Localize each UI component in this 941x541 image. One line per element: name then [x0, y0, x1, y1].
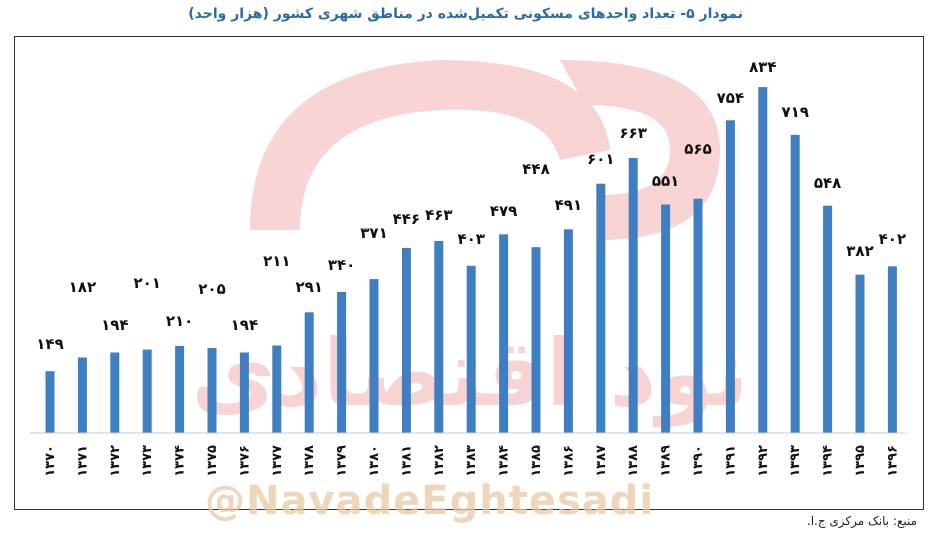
data-label-3: ۲۰۱	[133, 274, 160, 292]
bar-17	[596, 183, 606, 433]
data-label-23: ۷۱۹	[781, 103, 808, 121]
bar-14	[499, 234, 509, 433]
data-label-8: ۲۹۱	[295, 278, 322, 296]
data-label-17: ۶۰۱	[587, 150, 614, 168]
bar-19	[661, 204, 671, 433]
data-label-26: ۴۰۲	[879, 230, 906, 248]
data-label-5: ۲۰۵	[198, 280, 225, 298]
x-tick-label-21: ۱۳۹۱	[723, 445, 738, 477]
bar-8	[304, 312, 314, 433]
x-tick-label-26: ۱۳۹۶	[885, 445, 900, 477]
chart-title: نمودار ۵- تعداد واحدهای مسکونی تکمیل‌شده…	[188, 6, 743, 22]
x-tick-label-25: ۱۳۹۵	[853, 445, 868, 477]
bar-11	[401, 248, 411, 433]
bar-26	[887, 266, 897, 433]
tick-labels-group: ۱۳۷۰ ۱۳۷۱ ۱۳۷۲ ۱۳۷۳ ۱۳۷۴ ۱۳۷۵ ۱۳۷۶ ۱۳۷۷ ۱۳۷۸ ۱۳۷۹…	[43, 445, 900, 477]
data-label-11: ۴۴۶	[393, 210, 420, 228]
data-label-13: ۴۰۳	[457, 230, 484, 248]
data-label-2: ۱۹۴	[101, 316, 128, 334]
data-label-20: ۵۶۵	[684, 140, 711, 158]
bar-20	[693, 198, 703, 433]
x-tick-label-12: ۱۳۸۲	[432, 445, 447, 477]
data-label-1: ۱۸۲	[69, 278, 96, 296]
data-label-25: ۳۸۲	[846, 242, 873, 260]
bar-21	[725, 120, 735, 434]
x-tick-label-18: ۱۳۸۸	[626, 445, 641, 477]
bar-0	[45, 371, 55, 433]
data-labels-group: ۱۴۹ ۱۸۲ ۱۹۴ ۲۰۱ ۲۱۰ ۲۰۵ ۱۹۴ ۲۱۱ ۲۹۱ ۳۴۰ ۳۷۱ ۴۴۶ ۴۶۳ ۴…	[36, 58, 906, 353]
x-tick-label-19: ۱۳۸۹	[659, 445, 674, 477]
bar-15	[531, 247, 541, 433]
data-label-22: ۸۳۴	[749, 58, 776, 76]
data-label-7: ۲۱۱	[263, 252, 290, 270]
bar-9	[337, 292, 347, 433]
data-label-9: ۳۴۰	[328, 256, 355, 274]
bar-23	[790, 134, 800, 434]
bar-12	[434, 241, 444, 433]
bar-7	[272, 345, 282, 433]
bar-10	[369, 279, 379, 433]
bar-4	[175, 345, 185, 433]
bar-3	[142, 349, 152, 433]
x-tick-label-22: ۱۳۹۲	[756, 445, 771, 477]
x-tick-label-17: ۱۳۸۷	[594, 445, 609, 477]
data-label-10: ۳۷۱	[360, 224, 387, 242]
x-tick-label-1: ۱۳۷۱	[75, 445, 90, 477]
x-tick-label-15: ۱۳۸۵	[529, 445, 544, 477]
x-tick-label-4: ۱۳۷۴	[173, 445, 188, 477]
data-label-4: ۲۱۰	[166, 312, 193, 330]
x-tick-label-8: ۱۳۷۸	[302, 445, 317, 477]
data-label-14: ۴۷۹	[490, 202, 517, 220]
x-tick-label-5: ۱۳۷۵	[205, 445, 220, 477]
bar-2	[110, 352, 120, 433]
bar-22	[758, 87, 768, 433]
watermark-logo-shape	[250, 60, 610, 230]
source-note: منبع: بانک مرکزی ج.ا.	[806, 514, 917, 528]
chart-frame	[14, 36, 924, 510]
x-tick-label-10: ۱۳۸۰	[367, 445, 382, 477]
data-label-24: ۵۴۸	[814, 174, 841, 192]
x-tick-label-24: ۱۳۹۴	[821, 445, 836, 477]
x-tick-label-0: ۱۳۷۰	[43, 445, 58, 477]
x-tick-label-23: ۱۳۹۳	[788, 445, 803, 477]
x-tick-label-7: ۱۳۷۷	[270, 445, 285, 477]
data-label-15: ۴۴۸	[522, 160, 549, 178]
bar-6	[239, 352, 249, 433]
x-tick-label-16: ۱۳۸۶	[561, 445, 576, 477]
data-label-21: ۷۵۴	[717, 89, 744, 107]
data-label-18: ۶۶۳	[619, 124, 646, 142]
data-label-6: ۱۹۴	[231, 316, 258, 334]
x-tick-label-9: ۱۳۷۹	[335, 445, 350, 477]
data-label-0: ۱۴۹	[36, 335, 63, 353]
data-label-16: ۴۹۱	[555, 196, 582, 214]
x-tick-label-2: ۱۳۷۲	[108, 445, 123, 477]
data-label-19: ۵۵۱	[652, 172, 679, 190]
x-tick-label-11: ۱۳۸۱	[399, 445, 414, 477]
watermark-handle: @NavadeEghtesadi	[205, 478, 655, 524]
bar-5	[207, 348, 217, 433]
x-tick-label-6: ۱۳۷۶	[237, 445, 252, 477]
x-tick-label-20: ۱۳۹۰	[691, 445, 706, 477]
bars-group	[45, 87, 897, 434]
bar-24	[823, 205, 833, 433]
bar-16	[563, 229, 573, 433]
data-label-12: ۴۶۳	[425, 206, 452, 224]
bar-13	[466, 265, 476, 433]
bar-1	[77, 357, 87, 433]
bar-25	[855, 274, 865, 433]
bar-18	[628, 158, 638, 433]
x-tick-label-14: ۱۳۸۴	[497, 445, 512, 477]
x-tick-label-13: ۱۳۸۳	[464, 445, 479, 477]
x-tick-label-3: ۱۳۷۳	[140, 445, 155, 477]
